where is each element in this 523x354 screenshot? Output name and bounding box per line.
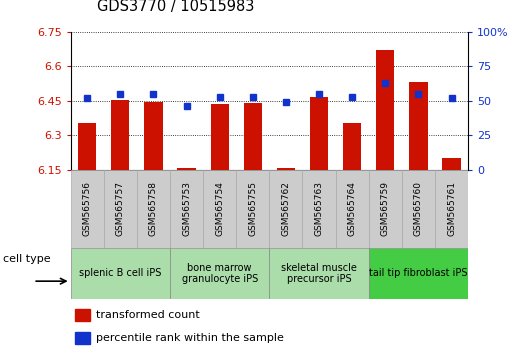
- Bar: [244, 103, 262, 170]
- Text: GSM565754: GSM565754: [215, 181, 224, 236]
- Text: percentile rank within the sample: percentile rank within the sample: [96, 333, 285, 343]
- Bar: [442, 159, 461, 170]
- Bar: [75, 309, 90, 321]
- Text: tail tip fibroblast iPS: tail tip fibroblast iPS: [369, 268, 468, 279]
- Bar: [410, 82, 427, 170]
- Bar: [71, 170, 104, 248]
- Bar: [269, 248, 369, 299]
- Bar: [336, 170, 369, 248]
- Text: transformed count: transformed count: [96, 310, 200, 320]
- Bar: [203, 170, 236, 248]
- Bar: [177, 168, 196, 170]
- Bar: [277, 168, 295, 170]
- Text: GSM565753: GSM565753: [182, 181, 191, 236]
- Text: GSM565758: GSM565758: [149, 181, 158, 236]
- Bar: [369, 170, 402, 248]
- Bar: [170, 248, 269, 299]
- Bar: [302, 170, 336, 248]
- Bar: [170, 170, 203, 248]
- Bar: [402, 170, 435, 248]
- Bar: [111, 100, 129, 170]
- Bar: [71, 248, 170, 299]
- Text: GSM565755: GSM565755: [248, 181, 257, 236]
- Bar: [435, 170, 468, 248]
- Bar: [269, 170, 302, 248]
- Text: GSM565760: GSM565760: [414, 181, 423, 236]
- Bar: [104, 170, 137, 248]
- Text: skeletal muscle
precursor iPS: skeletal muscle precursor iPS: [281, 263, 357, 284]
- Bar: [369, 248, 468, 299]
- Bar: [137, 170, 170, 248]
- Text: GSM565762: GSM565762: [281, 181, 290, 236]
- Bar: [78, 123, 96, 170]
- Bar: [376, 50, 394, 170]
- Text: cell type: cell type: [3, 254, 50, 264]
- Bar: [343, 123, 361, 170]
- Text: GSM565759: GSM565759: [381, 181, 390, 236]
- Text: splenic B cell iPS: splenic B cell iPS: [79, 268, 162, 279]
- Bar: [144, 102, 163, 170]
- Text: bone marrow
granulocyte iPS: bone marrow granulocyte iPS: [181, 263, 258, 284]
- Bar: [310, 97, 328, 170]
- Bar: [211, 104, 229, 170]
- Text: GSM565756: GSM565756: [83, 181, 92, 236]
- Text: GSM565763: GSM565763: [314, 181, 324, 236]
- Text: GSM565757: GSM565757: [116, 181, 125, 236]
- Text: GSM565761: GSM565761: [447, 181, 456, 236]
- Text: GSM565764: GSM565764: [348, 181, 357, 236]
- Text: GDS3770 / 10515983: GDS3770 / 10515983: [97, 0, 254, 14]
- Bar: [236, 170, 269, 248]
- Bar: [75, 332, 90, 344]
